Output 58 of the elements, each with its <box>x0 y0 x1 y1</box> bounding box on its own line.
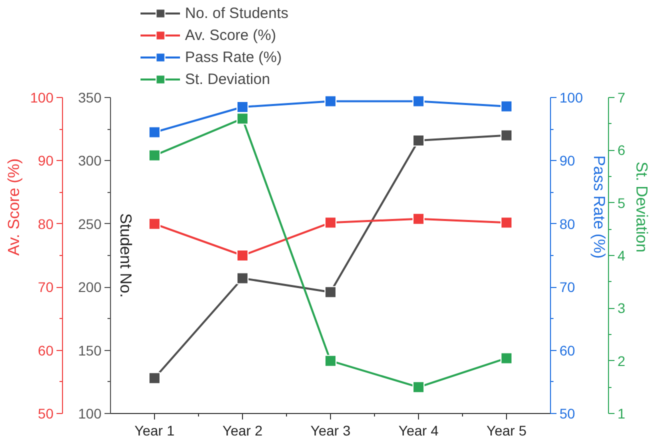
y-tick-label: 100 <box>30 90 54 106</box>
y2-tick-label: 100 <box>560 90 584 106</box>
point <box>148 126 160 138</box>
point <box>148 372 160 384</box>
point <box>324 95 336 108</box>
point <box>412 381 424 394</box>
legend-label: No. of Students <box>185 4 288 24</box>
x-tick-label: Year 2 <box>222 422 263 438</box>
point <box>148 149 160 162</box>
point <box>236 250 248 262</box>
point <box>236 272 248 284</box>
y2-tick-label: 1 <box>618 406 626 422</box>
point <box>324 286 336 298</box>
y-tick-label: 250 <box>78 216 102 232</box>
point <box>324 354 336 367</box>
legend-label: St. Deviation <box>185 70 270 90</box>
point <box>324 216 336 229</box>
y2-tick-label: 50 <box>560 406 576 422</box>
y-axis-title: Av. Score (%) <box>6 158 24 256</box>
legend-label: Av. Score (%) <box>185 26 276 46</box>
y2-tick-label: 70 <box>560 279 576 296</box>
y2-tick-label: 5 <box>618 194 626 211</box>
x-tick-label: Year 5 <box>486 422 527 438</box>
x-tick-label: Year 4 <box>398 422 439 438</box>
y-tick-label: 80 <box>38 216 54 232</box>
y-axis-title: Student No. <box>116 213 134 298</box>
y2-axis-title: Pass Rate (%) <box>590 155 607 259</box>
point <box>500 352 512 364</box>
y-tick-label: 300 <box>78 152 102 169</box>
point <box>412 95 424 108</box>
x-tick-label: Year 3 <box>310 422 351 438</box>
y2-tick-label: 2 <box>618 352 626 369</box>
y-tick-label: 350 <box>78 90 102 106</box>
legend-label: Pass Rate (%) <box>185 48 282 68</box>
x-tick-label: Year 1 <box>134 422 175 438</box>
y-tick-label: 200 <box>78 279 102 296</box>
y2-tick-label: 7 <box>618 90 626 106</box>
y2-axis-title: St. Deviation <box>632 162 650 252</box>
y2-tick-label: 6 <box>618 142 626 158</box>
y2-tick-label: 60 <box>560 342 576 358</box>
point <box>236 112 248 125</box>
point <box>500 216 512 229</box>
y-tick-label: 150 <box>78 342 102 358</box>
y2-tick-label: 90 <box>560 152 576 169</box>
y-tick-label: 100 <box>78 406 102 422</box>
y2-tick-label: 80 <box>560 216 576 232</box>
point <box>148 218 160 230</box>
point <box>500 100 512 112</box>
point <box>412 212 424 225</box>
point <box>500 129 512 142</box>
y-tick-label: 90 <box>38 152 54 169</box>
y-tick-label: 70 <box>38 279 54 296</box>
point <box>236 100 248 113</box>
y2-tick-label: 3 <box>618 300 626 316</box>
point <box>412 134 424 146</box>
y-tick-label: 50 <box>38 406 54 422</box>
y2-tick-label: 4 <box>618 248 626 264</box>
y-tick-label: 60 <box>38 342 54 358</box>
